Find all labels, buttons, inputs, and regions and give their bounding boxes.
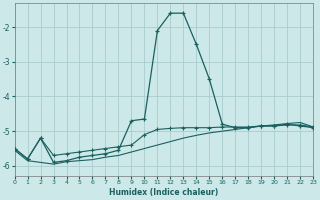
X-axis label: Humidex (Indice chaleur): Humidex (Indice chaleur) [109,188,219,197]
